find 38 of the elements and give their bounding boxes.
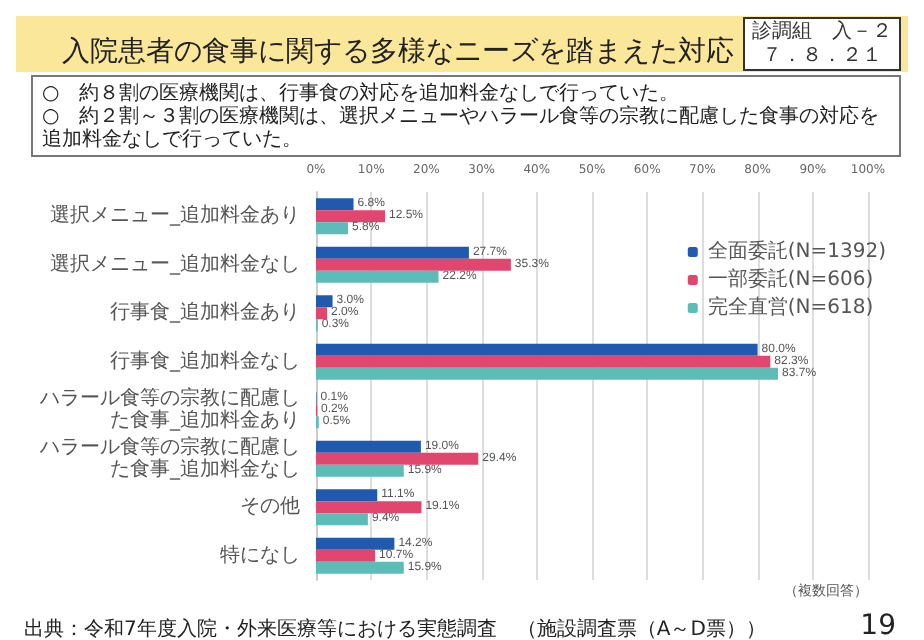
bar (316, 295, 333, 308)
y-tick-label: ハラール食等の宗教に配慮した食事_追加料金なし (38, 434, 300, 481)
bar (316, 210, 385, 223)
bar (316, 537, 395, 550)
bar (316, 501, 422, 514)
bar (316, 343, 758, 356)
bar (316, 549, 376, 562)
y-tick-label: 行事食_追加料金あり (110, 300, 300, 325)
bar (316, 307, 328, 320)
text: ○ 約８割の医療機関は、行事食の対応を追加料金なしで行っていた。 (42, 80, 680, 105)
text: ○ 約２割～３割の医療機関は、選択メニューやハラール食等の宗教に配慮した食事の対応を追加料金なしで行っていた。 (42, 103, 880, 151)
text: ７．８．２１ (762, 45, 882, 67)
bar (316, 489, 378, 502)
legend-label: 完全直営(N=618) (707, 295, 874, 319)
bar (316, 464, 404, 477)
y-tick-label: 特になし (220, 542, 300, 567)
y-tick-label: その他 (240, 494, 300, 519)
legend-label: 全面委託(N=1392) (707, 239, 887, 263)
source-note: 出典：令和7年度入院・外来医療等における実態調査 （施設調査票（A～D票）） (24, 617, 766, 640)
bar (316, 513, 368, 526)
bar (316, 452, 479, 465)
text: 診調組 入－２ (752, 19, 892, 43)
bar (316, 222, 349, 235)
text: 19 (860, 610, 897, 640)
y-tick-label: 行事食_追加料金なし (110, 348, 300, 373)
legend-label: 一部委託(N=606) (707, 267, 874, 291)
bar (316, 561, 404, 574)
bar (316, 246, 469, 259)
chart-title: 入院患者の食事に関する多様なニーズを踏まえた対応 (62, 36, 734, 68)
y-tick-label: 選択メニュー_追加料金なし (50, 251, 300, 276)
bar (316, 270, 439, 283)
y-tick-label: 選択メニュー_追加料金あり (50, 203, 300, 228)
bar (316, 258, 511, 271)
bar (316, 355, 771, 368)
bar (316, 440, 421, 453)
y-tick-label: ハラール食等の宗教に配慮した食事_追加料金あり (38, 386, 300, 433)
bar (316, 198, 354, 211)
bar (316, 367, 779, 380)
